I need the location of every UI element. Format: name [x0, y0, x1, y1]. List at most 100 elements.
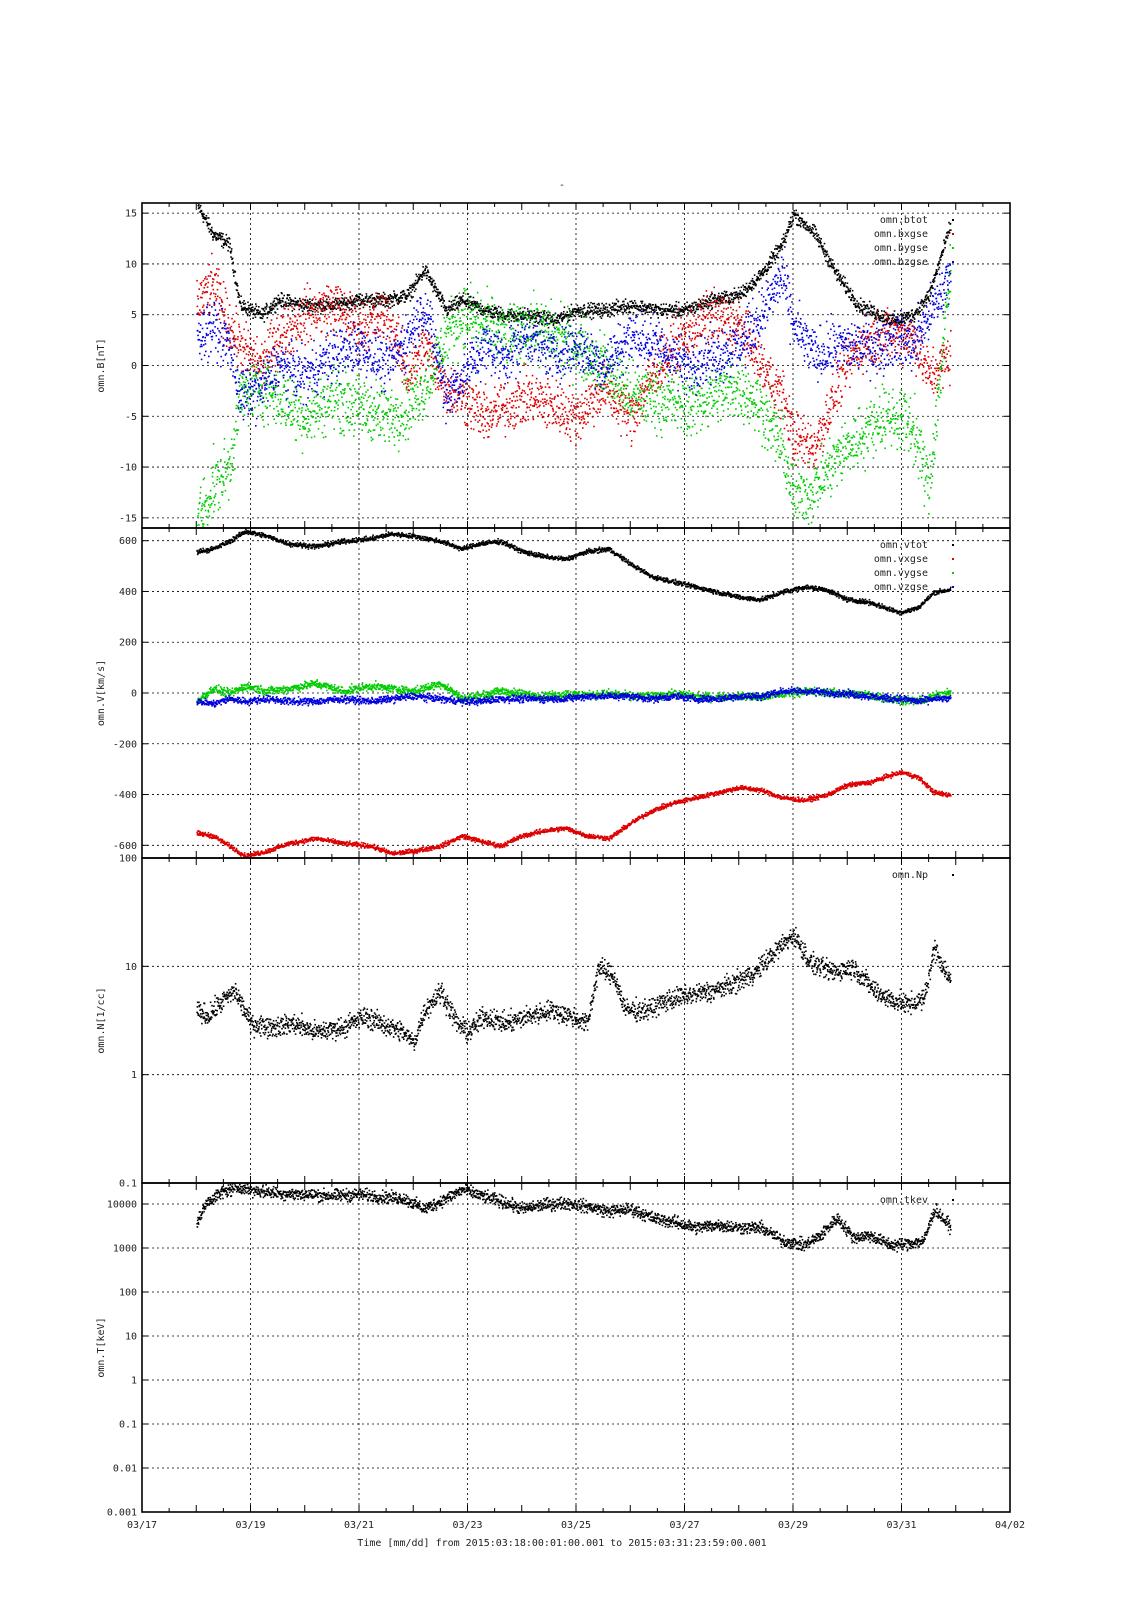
data-point	[261, 317, 264, 320]
data-point	[736, 294, 738, 296]
data-point	[372, 331, 374, 334]
data-point	[248, 304, 250, 307]
data-point	[203, 287, 206, 289]
data-point	[914, 331, 916, 334]
data-point	[874, 314, 876, 316]
data-point	[197, 312, 199, 314]
data-point	[722, 332, 724, 334]
data-point	[521, 315, 523, 317]
data-point	[229, 329, 232, 331]
data-point	[905, 341, 907, 343]
data-point	[563, 310, 565, 313]
data-point	[683, 303, 686, 305]
data-point	[774, 383, 776, 386]
data-point	[809, 424, 812, 427]
data-point	[277, 345, 280, 347]
data-point	[775, 247, 778, 250]
data-point	[809, 451, 812, 454]
data-point	[467, 306, 470, 308]
data-point	[528, 383, 530, 385]
data-point	[271, 354, 273, 357]
data-point	[499, 315, 502, 318]
data-point	[711, 317, 713, 319]
data-point	[497, 319, 499, 321]
data-point	[701, 298, 703, 301]
data-point	[799, 440, 802, 443]
data-point	[308, 303, 310, 306]
data-point	[442, 381, 444, 384]
data-point	[736, 330, 738, 333]
data-point	[616, 311, 618, 314]
data-point	[876, 311, 878, 314]
data-point	[355, 297, 358, 300]
data-point	[877, 330, 879, 333]
data-point	[347, 326, 350, 328]
data-point	[567, 433, 569, 436]
data-point	[548, 311, 551, 314]
data-point	[633, 418, 636, 420]
data-point	[789, 412, 791, 415]
data-point	[911, 312, 913, 315]
data-point	[796, 452, 799, 455]
data-point	[373, 307, 375, 309]
data-point	[302, 298, 304, 301]
data-point	[373, 332, 376, 334]
data-point	[415, 355, 417, 357]
data-point	[798, 224, 800, 226]
data-point	[494, 316, 496, 318]
data-point	[677, 335, 680, 337]
data-point	[868, 336, 870, 338]
data-point	[545, 320, 547, 322]
data-point	[552, 320, 554, 323]
data-point	[737, 286, 740, 289]
data-point	[583, 316, 585, 318]
data-point	[279, 341, 281, 343]
data-point	[580, 419, 583, 421]
data-point	[883, 310, 885, 312]
data-point	[729, 293, 731, 296]
data-point	[904, 313, 907, 316]
data-point	[470, 408, 473, 410]
data-point	[822, 251, 825, 253]
data-point	[568, 410, 571, 413]
data-point	[847, 338, 850, 340]
data-point	[771, 364, 774, 366]
data-point	[920, 299, 923, 301]
data-point	[221, 245, 223, 247]
data-point	[654, 306, 656, 308]
data-point	[218, 232, 221, 234]
data-point	[224, 239, 226, 241]
data-point	[671, 305, 674, 307]
data-point	[207, 281, 209, 284]
data-point	[212, 239, 214, 241]
data-point	[284, 304, 287, 306]
data-point	[376, 313, 379, 315]
data-point	[223, 315, 225, 317]
data-point	[770, 366, 772, 368]
data-point	[327, 286, 330, 288]
data-point	[919, 310, 921, 313]
data-point	[439, 381, 442, 384]
data-point	[680, 323, 682, 325]
data-point	[885, 317, 888, 320]
data-point	[593, 309, 595, 311]
data-point	[806, 229, 809, 231]
data-point	[434, 290, 437, 293]
data-point	[260, 360, 263, 362]
data-point	[695, 322, 697, 324]
data-point	[819, 417, 822, 420]
data-point	[645, 311, 647, 313]
data-point	[746, 343, 748, 345]
data-point	[570, 413, 573, 416]
data-point	[927, 297, 930, 300]
data-point	[797, 224, 799, 227]
data-point	[651, 306, 653, 309]
data-point	[569, 310, 571, 312]
data-point	[661, 366, 664, 369]
data-point	[703, 303, 705, 305]
data-point	[851, 357, 854, 359]
data-point	[756, 361, 759, 363]
data-point	[883, 320, 886, 323]
data-point	[870, 304, 872, 307]
data-point	[319, 306, 321, 309]
